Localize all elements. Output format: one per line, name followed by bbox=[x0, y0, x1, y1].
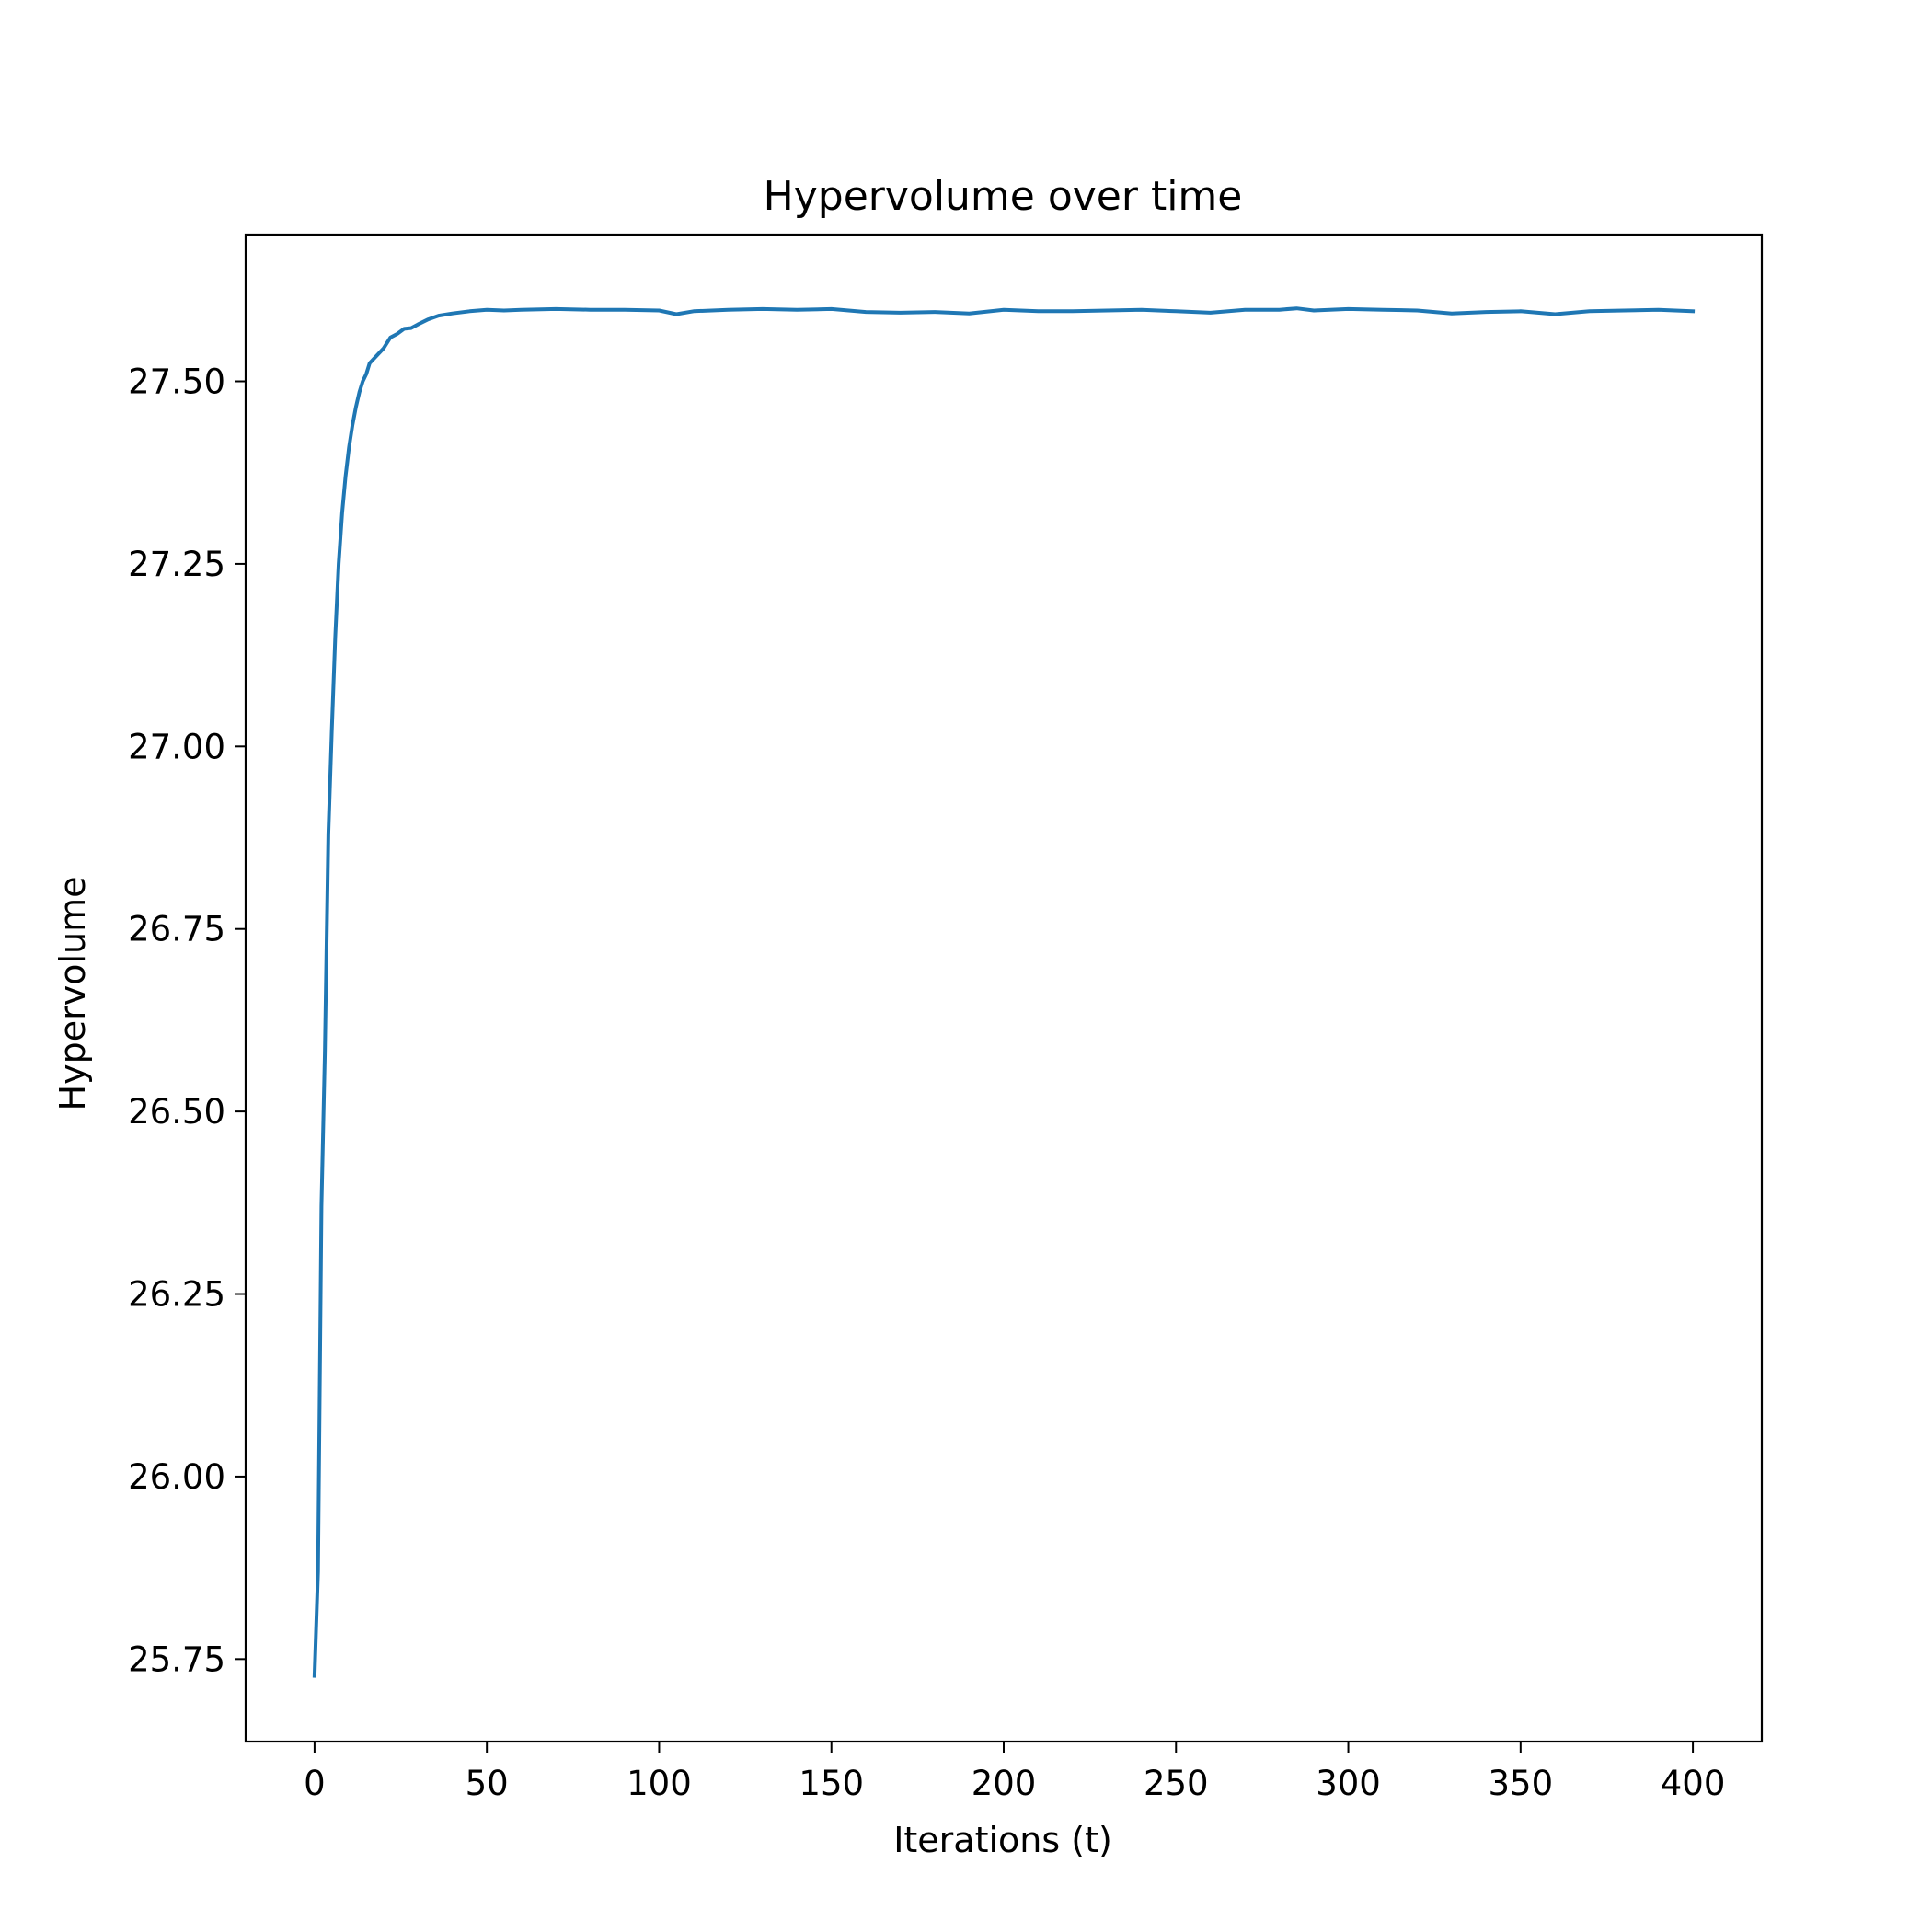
y-tick-label: 26.00 bbox=[128, 1457, 225, 1497]
plot-area: 0 50 100 150 200 250 300 350 400 25.75 26.00 26.25 2… bbox=[128, 233, 1764, 1803]
x-tick-label: 0 bbox=[304, 1764, 326, 1803]
y-tick-label: 26.75 bbox=[128, 910, 225, 949]
x-axis-label: Iterations (t) bbox=[893, 1820, 1112, 1860]
x-tick-label: 200 bbox=[972, 1764, 1037, 1803]
y-tick-label: 27.25 bbox=[128, 545, 225, 584]
series-line-0 bbox=[312, 306, 1696, 1678]
y-tick-label: 25.75 bbox=[128, 1639, 225, 1679]
x-tick-label: 250 bbox=[1144, 1764, 1209, 1803]
y-tick-label: 27.00 bbox=[128, 727, 225, 766]
x-tick-label: 50 bbox=[466, 1764, 509, 1803]
x-tick-label: 300 bbox=[1316, 1764, 1381, 1803]
y-tick-label: 26.25 bbox=[128, 1275, 225, 1315]
y-tick-label: 26.50 bbox=[128, 1092, 225, 1132]
x-tick-label: 150 bbox=[799, 1764, 864, 1803]
x-tick-label: 100 bbox=[627, 1764, 692, 1803]
x-tick-label: 400 bbox=[1661, 1764, 1726, 1803]
chart-title: Hypervolume over time bbox=[764, 173, 1243, 220]
y-axis-label: Hypervolume bbox=[52, 877, 93, 1111]
x-tick-label: 350 bbox=[1489, 1764, 1554, 1803]
y-tick-label: 27.50 bbox=[128, 362, 225, 402]
